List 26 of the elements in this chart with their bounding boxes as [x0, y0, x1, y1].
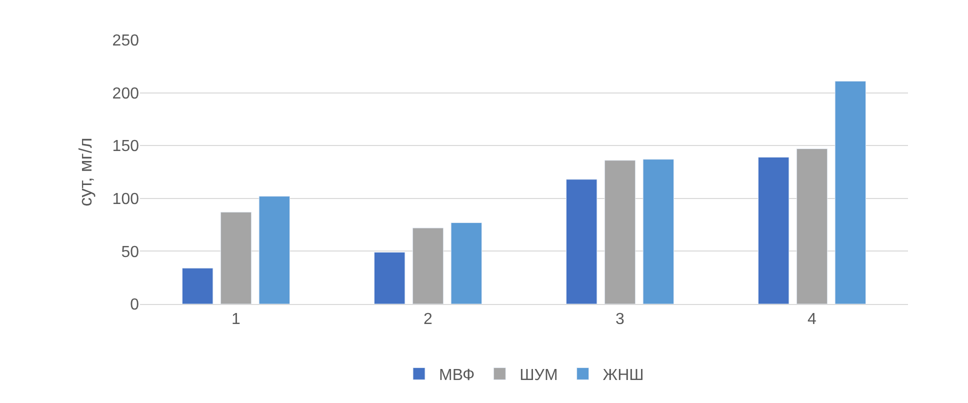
bar	[220, 212, 252, 304]
legend-label: ШУМ	[520, 366, 558, 384]
y-axis-title: сут, мг/л	[75, 138, 96, 206]
bar	[642, 159, 674, 304]
bar	[796, 148, 828, 304]
bar	[258, 196, 290, 304]
bar	[450, 222, 482, 304]
y-tick-label: 200	[112, 85, 140, 102]
bar	[374, 252, 406, 304]
x-tick-label: 3	[616, 311, 625, 328]
bar	[834, 80, 866, 304]
x-tick-label: 2	[424, 311, 433, 328]
y-tick-label: 0	[130, 296, 140, 314]
y-tick-label: 150	[112, 138, 140, 156]
bar	[566, 179, 598, 304]
y-tick-label: 50	[121, 244, 140, 261]
bar	[604, 160, 636, 304]
legend-label: МВФ	[439, 366, 475, 384]
bar	[182, 268, 214, 304]
x-tick-label: 1	[232, 311, 241, 328]
y-tick-label: 100	[112, 191, 140, 208]
y-tick-label: 250	[112, 32, 140, 50]
legend-label: ЖНШ	[602, 366, 644, 384]
x-tick-label: 4	[808, 311, 817, 328]
bar	[412, 228, 444, 304]
bar	[758, 156, 790, 304]
